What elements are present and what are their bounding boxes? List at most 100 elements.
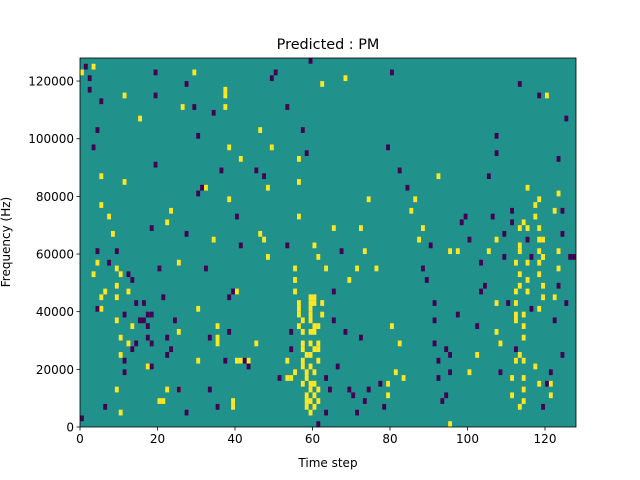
heatmap-cell-low <box>432 300 437 306</box>
heatmap-cell-high <box>118 334 123 341</box>
heatmap-cell-high <box>514 288 518 295</box>
heatmap-cell-low <box>347 386 352 393</box>
heatmap-cell-low <box>304 150 309 157</box>
heatmap-cell-high <box>455 248 460 255</box>
heatmap-cell-high <box>289 375 294 381</box>
heatmap-cell-high <box>362 248 367 255</box>
heatmap-cell-high <box>223 92 228 99</box>
heatmap-cell-low <box>510 207 514 214</box>
heatmap-cell-high <box>494 328 499 335</box>
heatmap-cell-low <box>568 254 573 260</box>
heatmap-cell-low <box>362 398 367 404</box>
heatmap-cell-high <box>266 254 270 260</box>
x-tick-label: 40 <box>227 432 242 446</box>
heatmap-cell-low <box>95 127 100 133</box>
heatmap-cell-low <box>448 352 452 358</box>
x-tick-label: 100 <box>456 432 479 446</box>
heatmap-cell-low <box>246 363 251 370</box>
heatmap-cell-high <box>300 357 305 364</box>
heatmap-cell-low <box>285 242 290 249</box>
heatmap-cell-low <box>463 213 468 220</box>
heatmap-cell-high <box>517 282 522 289</box>
heatmap-cell-low <box>157 265 162 272</box>
heatmap-cell-high <box>285 375 290 381</box>
heatmap-cell-low <box>153 161 158 168</box>
heatmap-cell-high <box>316 254 321 260</box>
heatmap-cell-high <box>138 115 142 122</box>
heatmap-cell-low <box>436 375 441 381</box>
heatmap-cell-low <box>149 340 154 347</box>
heatmap-cell-high <box>417 236 421 243</box>
heatmap-cell-high <box>312 242 317 249</box>
heatmap-cell-high <box>533 202 538 208</box>
heatmap-cell-low <box>455 311 460 318</box>
heatmap-cell-high <box>510 392 514 399</box>
heatmap-cell-high <box>401 375 406 381</box>
heatmap-cell-low <box>343 328 348 335</box>
heatmap-cell-low <box>273 69 278 76</box>
heatmap-cell-high <box>304 398 309 404</box>
heatmap-cell-low <box>490 213 495 220</box>
heatmap-cell-high <box>262 236 266 243</box>
heatmap-cell-low <box>537 92 542 99</box>
heatmap-cell-low <box>122 357 127 364</box>
heatmap-cell-low <box>335 363 340 370</box>
heatmap-cell-high <box>521 219 526 226</box>
heatmap-cell-low <box>165 352 170 358</box>
heatmap-cell-low <box>498 369 503 376</box>
heatmap-cell-low <box>242 357 247 364</box>
heatmap-cell-low <box>486 173 491 180</box>
heatmap-cell-high <box>312 380 317 387</box>
heatmap-cell-low <box>494 150 499 157</box>
heatmap-cell-low <box>99 98 104 105</box>
plot-area <box>79 57 577 428</box>
heatmap-cell-low <box>529 254 534 260</box>
chart-title: Predicted : PM <box>277 37 380 53</box>
x-axis-ticks: 0 20 40 60 80 100 120 <box>76 427 556 446</box>
heatmap-cell-high <box>99 173 104 180</box>
heatmap-cell-low <box>572 254 576 260</box>
heatmap-cell-high <box>99 294 104 301</box>
heatmap-cell-high <box>308 386 313 393</box>
heatmap-cell-high <box>517 248 522 255</box>
heatmap-cell-low <box>285 104 290 110</box>
heatmap-cell-high <box>436 173 441 180</box>
heatmap-cell-low <box>502 230 507 237</box>
heatmap-cell-low <box>475 323 480 329</box>
heatmap-cell-high <box>552 207 557 214</box>
heatmap-cell-low <box>126 271 131 278</box>
heatmap-cell-high <box>114 282 119 289</box>
x-tick-label: 20 <box>150 432 165 446</box>
heatmap-cell-low <box>204 265 208 272</box>
heatmap-cell-high <box>118 409 123 416</box>
heatmap-cell-high <box>297 311 301 318</box>
heatmap-cell-high <box>517 225 522 231</box>
heatmap-cell-high <box>122 179 127 185</box>
heatmap-cell-low <box>269 75 274 82</box>
heatmap-cell-high <box>316 346 321 353</box>
heatmap-cell-high <box>304 403 309 410</box>
heatmap-cell-high <box>258 230 263 237</box>
heatmap-cell-high <box>320 81 325 87</box>
heatmap-cell-high <box>537 380 542 387</box>
heatmap-cell-low <box>548 369 553 376</box>
heatmap-cell-low <box>161 294 166 301</box>
heatmap-cell-high <box>312 300 317 306</box>
heatmap-cell-high <box>541 236 545 243</box>
heatmap-cell-low <box>192 104 197 110</box>
heatmap-cell-high <box>494 236 499 243</box>
heatmap-cell-high <box>308 380 313 387</box>
heatmap-cell-low <box>196 190 201 197</box>
heatmap-cell-high <box>297 213 301 220</box>
heatmap-cell-low <box>91 144 96 151</box>
heatmap-cell-low <box>207 386 212 393</box>
heatmap-cell-low <box>122 311 127 318</box>
heatmap-cell-low <box>331 317 336 324</box>
heatmap-cell-high <box>537 248 542 255</box>
heatmap-cell-low <box>382 403 387 410</box>
heatmap-cell-high <box>525 259 530 266</box>
heatmap-cell-low <box>142 317 146 324</box>
heatmap-cell-low <box>153 92 158 99</box>
heatmap-cell-low <box>308 58 313 64</box>
